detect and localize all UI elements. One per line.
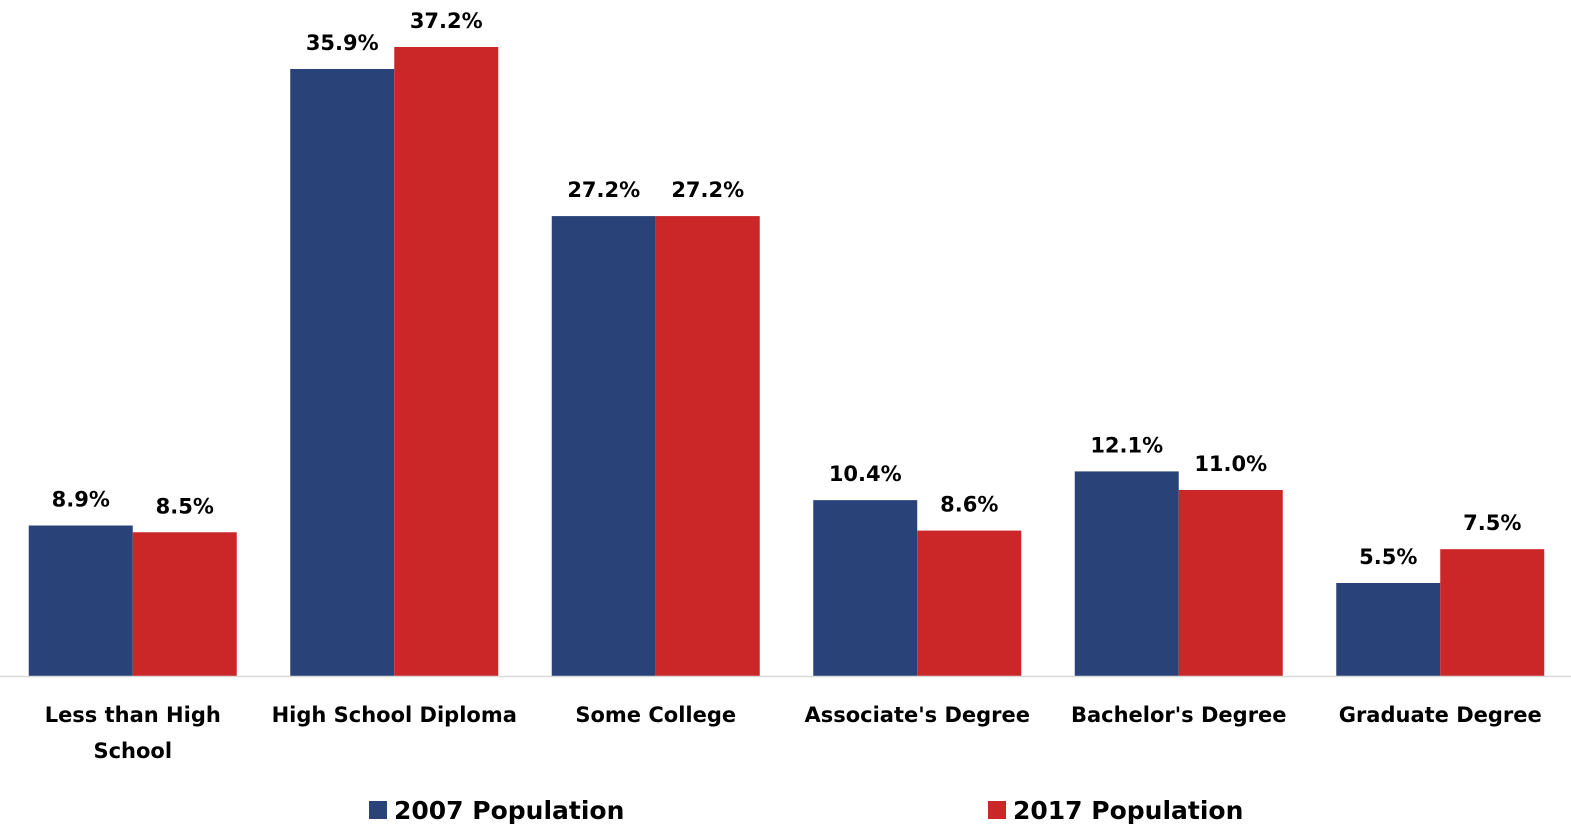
legend-swatch — [988, 801, 1006, 819]
bar-series2-0 — [132, 532, 237, 676]
category-label-line: Less than High — [45, 703, 221, 727]
bar-series2-4 — [1178, 490, 1283, 676]
data-label: 12.1% — [1090, 433, 1163, 457]
bar-series1-3 — [813, 500, 918, 676]
bar-series2-1 — [394, 47, 499, 676]
data-label: 35.9% — [306, 31, 379, 55]
data-label: 5.5% — [1359, 545, 1417, 569]
category-label-line: Graduate Degree — [1339, 703, 1542, 727]
bar-series1-1 — [290, 68, 395, 676]
category-label-line: School — [93, 739, 172, 763]
category-label: Graduate Degree — [1339, 703, 1542, 727]
category-label-line: Associate's Degree — [804, 703, 1030, 727]
bar-series1-4 — [1074, 471, 1179, 676]
data-label: 10.4% — [829, 462, 902, 486]
bar-series2-2 — [655, 216, 760, 676]
bar-series2-5 — [1440, 549, 1545, 676]
category-label: High School Diploma — [272, 703, 517, 727]
data-label: 8.5% — [156, 494, 214, 518]
data-label: 11.0% — [1194, 452, 1267, 476]
category-label-line: Some College — [575, 703, 736, 727]
bar-series1-5 — [1336, 583, 1441, 676]
category-label: Less than High School — [45, 703, 221, 763]
category-labels-layer: Less than High School High School Diploma S… — [45, 703, 1542, 763]
data-label: 7.5% — [1463, 511, 1521, 535]
legend-label: 2017 Population — [1013, 796, 1243, 825]
data-label: 8.9% — [52, 488, 110, 512]
legend: 2007 Population 2017 Population — [369, 796, 1243, 825]
data-label: 27.2% — [671, 178, 744, 202]
bar-series1-2 — [551, 216, 656, 676]
bar-series2-3 — [917, 530, 1022, 676]
value-labels-layer: 8.9% 8.5% 35.9% 37.2% 27.2% 27.2% 10.4% 8.6% 12.… — [52, 9, 1522, 569]
category-label: Associate's Degree — [804, 703, 1030, 727]
category-label-line: Bachelor's Degree — [1071, 703, 1287, 727]
bars-layer — [28, 47, 1545, 676]
category-label: Some College — [575, 703, 736, 727]
category-label: Bachelor's Degree — [1071, 703, 1287, 727]
legend-swatch — [369, 801, 387, 819]
legend-label: 2007 Population — [394, 796, 624, 825]
category-label-line: High School Diploma — [272, 703, 517, 727]
data-label: 27.2% — [567, 178, 640, 202]
data-label: 37.2% — [410, 9, 483, 33]
bar-series1-0 — [28, 525, 133, 676]
data-label: 8.6% — [940, 493, 998, 517]
